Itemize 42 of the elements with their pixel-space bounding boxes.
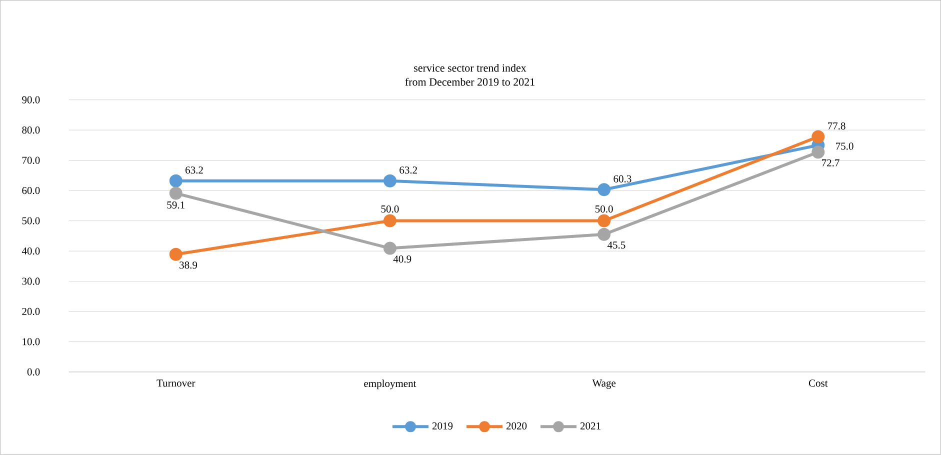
- data-label: 60.3: [614, 175, 632, 183]
- chart-title: service sector trend index: [414, 64, 526, 72]
- point: [812, 146, 825, 159]
- data-label: 75.0: [836, 142, 854, 150]
- x-tick-label: employment: [364, 380, 416, 390]
- data-label: 45.5: [607, 242, 626, 249]
- point: [383, 242, 396, 255]
- data-label: 50.0: [381, 206, 399, 213]
- y-tick-label: 60.0: [22, 187, 40, 194]
- y-tick-label: 0.0: [27, 368, 40, 376]
- data-label: 63.2: [186, 166, 203, 174]
- point: [169, 174, 182, 188]
- x-tick-label: Cost: [808, 380, 828, 387]
- data-label: 59.1: [167, 202, 184, 209]
- point: [383, 174, 396, 188]
- y-tick-label: 80.0: [22, 126, 40, 134]
- data-label: 40.9: [393, 256, 412, 263]
- data-label: 72.7: [822, 159, 840, 167]
- y-tick-label: 70.0: [22, 156, 40, 164]
- point: [598, 228, 611, 241]
- x-tick-label: Wage: [592, 380, 616, 389]
- data-label: 38.9: [180, 262, 198, 269]
- point: [812, 130, 825, 144]
- y-tick-label: 90.0: [22, 96, 40, 104]
- y-tick-label: 40.0: [22, 248, 40, 255]
- chart-subtitle: from December 2019 to 2021: [405, 78, 534, 86]
- y-tick-label: 30.0: [22, 278, 40, 285]
- point: [169, 248, 182, 261]
- point: [169, 186, 182, 200]
- y-tick-label: 50.0: [22, 217, 40, 224]
- data-label: 50.0: [595, 206, 613, 213]
- x-tick-label: Turnover: [156, 380, 196, 387]
- point: [598, 183, 611, 196]
- point: [383, 214, 396, 228]
- data-label: 63.2: [400, 166, 417, 174]
- legend-label: 2020: [506, 422, 527, 430]
- legend-label: 2021: [580, 422, 600, 430]
- y-tick-label: 10.0: [22, 338, 40, 346]
- y-tick-label: 20.0: [22, 308, 40, 316]
- legend-label: 2019: [432, 422, 453, 430]
- data-label: 77.8: [828, 122, 846, 130]
- point: [598, 214, 611, 228]
